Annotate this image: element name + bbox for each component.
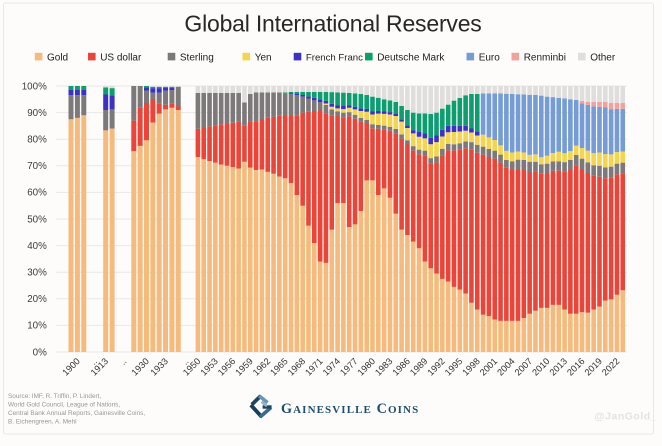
svg-text:French Franc: French Franc bbox=[306, 53, 363, 64]
svg-text:Source: IMF, R. Triffin, P. Li: Source: IMF, R. Triffin, P. Lindert, bbox=[8, 393, 101, 400]
svg-text:30%: 30% bbox=[27, 268, 47, 279]
svg-text:70%: 70% bbox=[27, 161, 47, 172]
svg-text:B. Eichengreen, A. Mehl: B. Eichengreen, A. Mehl bbox=[8, 419, 77, 426]
svg-text:90%: 90% bbox=[27, 108, 47, 119]
svg-text:10%: 10% bbox=[27, 321, 47, 332]
svg-text:40%: 40% bbox=[27, 241, 47, 252]
svg-text:Other: Other bbox=[590, 53, 616, 64]
svg-text:50%: 50% bbox=[27, 214, 47, 225]
svg-text:Gold: Gold bbox=[47, 53, 68, 64]
svg-text:Global International Reserves: Global International Reserves bbox=[184, 11, 481, 37]
svg-text:Yen: Yen bbox=[255, 53, 272, 64]
svg-text:US dollar: US dollar bbox=[100, 53, 142, 64]
svg-text:Central Bank Annual Reports, G: Central Bank Annual Reports, Gainesville… bbox=[8, 410, 145, 417]
svg-text:60%: 60% bbox=[27, 188, 47, 199]
svg-text:20%: 20% bbox=[27, 294, 47, 305]
svg-text:World Gold Council, League of: World Gold Council, League of Nations, bbox=[8, 401, 120, 408]
svg-text:..: .. bbox=[180, 356, 191, 367]
svg-text:..: .. bbox=[88, 356, 99, 367]
svg-text:Deutsche Mark: Deutsche Mark bbox=[377, 53, 445, 64]
svg-text:Sterling: Sterling bbox=[180, 53, 214, 64]
svg-text:Euro: Euro bbox=[479, 53, 501, 64]
svg-text:..: .. bbox=[118, 356, 129, 367]
svg-text:Renminbi: Renminbi bbox=[524, 53, 566, 64]
svg-text:0%: 0% bbox=[33, 347, 47, 358]
svg-text:@JanGold_: @JanGold_ bbox=[594, 411, 657, 423]
svg-text:100%: 100% bbox=[22, 81, 47, 92]
svg-text:80%: 80% bbox=[27, 135, 47, 146]
svg-text:GAINESVILLE COINS: GAINESVILLE COINS bbox=[281, 401, 419, 417]
